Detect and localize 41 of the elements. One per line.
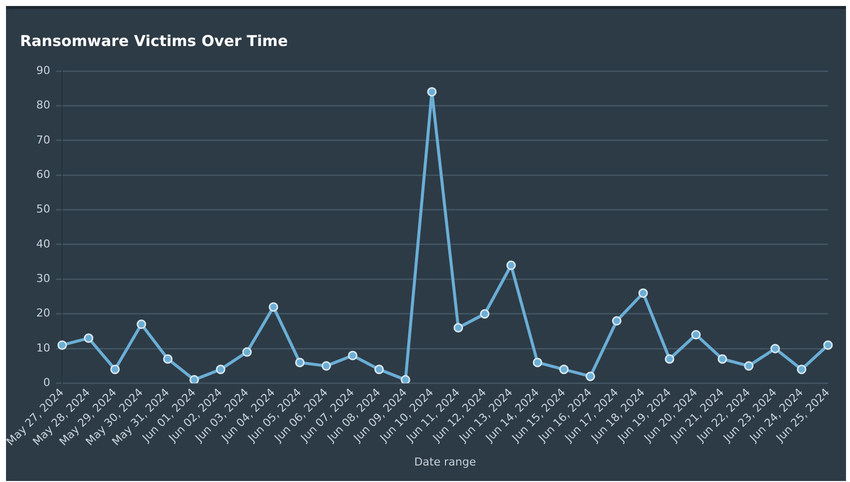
point bbox=[638, 288, 648, 298]
point bbox=[84, 333, 94, 343]
point bbox=[427, 87, 437, 97]
y-tick-label: 50 bbox=[36, 202, 50, 216]
point bbox=[796, 364, 806, 374]
point bbox=[532, 358, 542, 368]
y-tick-label: 30 bbox=[36, 272, 50, 286]
point bbox=[691, 330, 701, 340]
y-tick-label: 60 bbox=[36, 168, 50, 181]
y-tick-label: 10 bbox=[36, 341, 50, 354]
point bbox=[744, 361, 754, 371]
y-tick-label: 90 bbox=[36, 64, 50, 77]
point bbox=[295, 358, 305, 368]
point bbox=[718, 354, 728, 364]
y-tick-label: 20 bbox=[36, 306, 50, 320]
point bbox=[189, 375, 199, 384]
chart-title: Ransomware Victims Over Time bbox=[20, 32, 288, 50]
y-tick-label: 70 bbox=[36, 133, 50, 146]
point bbox=[400, 375, 410, 384]
point bbox=[322, 361, 332, 371]
point bbox=[374, 364, 384, 374]
point bbox=[163, 354, 173, 364]
point bbox=[823, 340, 833, 350]
point bbox=[770, 344, 780, 354]
point bbox=[268, 302, 278, 312]
point bbox=[559, 364, 569, 374]
point bbox=[136, 320, 146, 330]
point bbox=[480, 309, 490, 319]
point bbox=[506, 260, 516, 270]
y-tick-label: 80 bbox=[36, 98, 50, 112]
point bbox=[110, 364, 120, 374]
point bbox=[216, 364, 226, 374]
point bbox=[242, 347, 252, 357]
y-tick-label: 0 bbox=[43, 376, 50, 390]
point bbox=[454, 323, 464, 333]
point bbox=[664, 354, 674, 364]
x-axis-title: Date range bbox=[414, 455, 476, 468]
point bbox=[586, 372, 596, 382]
point bbox=[612, 316, 622, 326]
y-tick-label: 40 bbox=[36, 237, 50, 250]
point bbox=[348, 350, 358, 360]
